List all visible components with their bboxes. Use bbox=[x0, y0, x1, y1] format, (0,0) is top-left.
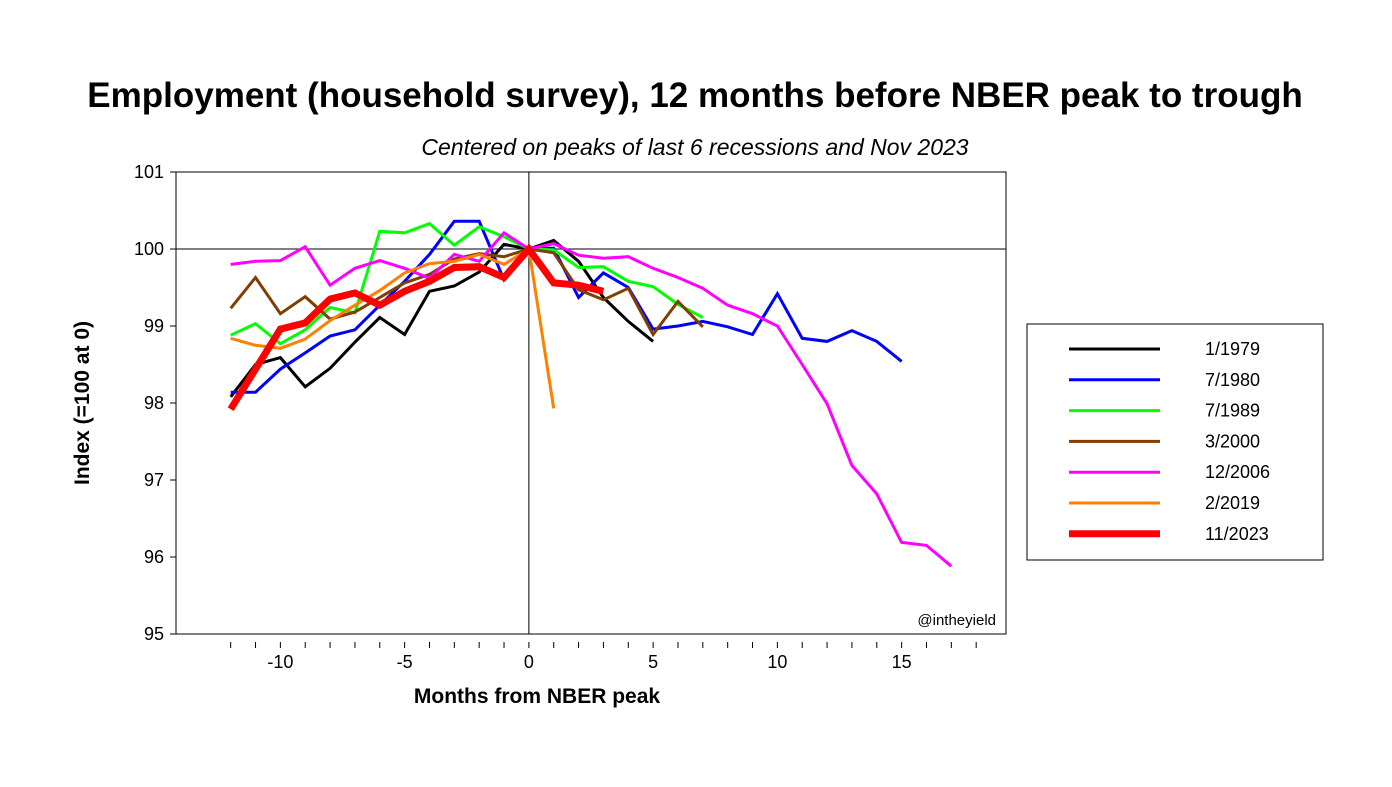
plot-area bbox=[175, 171, 1007, 635]
legend-label: 7/1980 bbox=[1205, 370, 1260, 390]
x-tick-label: -10 bbox=[267, 652, 293, 672]
watermark: @intheyield bbox=[917, 612, 996, 629]
x-tick-label: -5 bbox=[397, 652, 413, 672]
x-tick-label: 0 bbox=[524, 652, 534, 672]
y-tick-label: 99 bbox=[144, 316, 164, 336]
y-tick-label: 95 bbox=[144, 624, 164, 644]
y-tick-label: 98 bbox=[144, 393, 164, 413]
series-line-2-2019 bbox=[230, 246, 556, 409]
y-tick-label: 101 bbox=[134, 162, 164, 182]
x-tick-label: 10 bbox=[767, 652, 787, 672]
legend-label: 11/2023 bbox=[1205, 524, 1269, 544]
legend-label: 7/1989 bbox=[1205, 401, 1260, 421]
legend-label: 12/2006 bbox=[1205, 462, 1270, 482]
x-axis-label: Months from NBER peak bbox=[414, 685, 661, 708]
legend-label: 1/1979 bbox=[1205, 339, 1260, 359]
y-tick-label: 97 bbox=[144, 470, 164, 490]
legend-label: 3/2000 bbox=[1205, 431, 1260, 451]
y-tick-label: 100 bbox=[134, 239, 164, 259]
legend-label: 2/2019 bbox=[1205, 493, 1260, 513]
chart-title: Employment (household survey), 12 months… bbox=[87, 76, 1302, 115]
chart-subtitle: Centered on peaks of last 6 recessions a… bbox=[421, 134, 968, 160]
series-line-11-2023 bbox=[227, 243, 605, 412]
series-line-7-1989 bbox=[230, 221, 704, 346]
series-line-12-2006 bbox=[230, 230, 953, 568]
y-tick-label: 96 bbox=[144, 547, 164, 567]
x-tick-label: 5 bbox=[648, 652, 658, 672]
y-axis-label: Index (=100 at 0) bbox=[71, 321, 94, 485]
x-tick-label: 15 bbox=[892, 652, 912, 672]
